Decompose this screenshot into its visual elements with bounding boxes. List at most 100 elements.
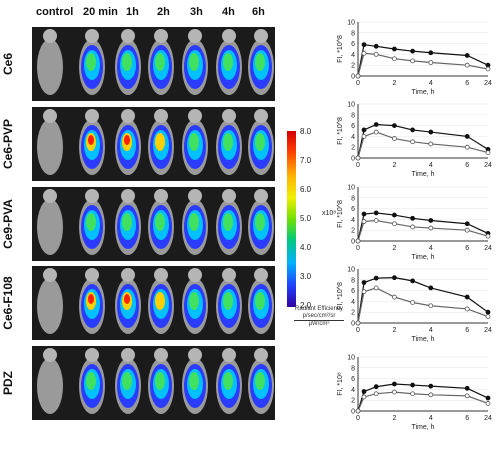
signal-hot — [189, 53, 199, 71]
mouse-body — [37, 119, 63, 175]
series-0-point-5 — [428, 129, 434, 135]
colorbar-label-line3: μW/cm² — [308, 321, 330, 327]
series-0-point-3 — [392, 212, 397, 218]
imaging-panel-4 — [32, 346, 275, 420]
fi-chart-3: 0 2 4 6 8 10 0 2 4 6 24 Time, h FI, *10^8 — [336, 265, 496, 347]
x-tick-label: 2 — [392, 415, 396, 422]
series-1-point-4 — [410, 224, 415, 230]
series-0-point-1 — [361, 42, 367, 48]
signal-hot — [255, 213, 265, 231]
series-1-point-5 — [428, 303, 434, 309]
series-1-point-2 — [373, 391, 379, 397]
mouse-head — [85, 348, 99, 362]
column-label-2: 1h — [126, 6, 139, 18]
column-label-0: control — [36, 6, 74, 18]
series-0-point-4 — [410, 278, 415, 284]
x-axis-label: Time, h — [411, 424, 434, 431]
series-1-point-4 — [410, 300, 415, 305]
series-1-point-3 — [392, 294, 397, 300]
row-label-1: Ce6-PVP — [1, 118, 15, 170]
series-1-point-4 — [410, 58, 415, 64]
signal-hot — [122, 372, 132, 390]
mouse-head — [121, 268, 135, 282]
series-0-point-4 — [410, 127, 415, 133]
series-line-0 — [357, 123, 489, 159]
signal-peak — [124, 294, 130, 304]
colorbar — [287, 131, 296, 307]
y-tick-label: 10 — [347, 185, 355, 192]
series-1-point-1 — [361, 289, 367, 295]
signal-hot — [223, 372, 233, 390]
x-tick-label: 0 — [356, 162, 360, 169]
x-tick-label: 4 — [429, 162, 433, 169]
signal-hot — [255, 292, 265, 310]
signal-hot — [189, 292, 199, 310]
y-tick-label: 6 — [351, 123, 355, 130]
mouse-head — [43, 29, 57, 43]
column-label-4: 3h — [190, 6, 203, 18]
x-tick-label: 24 — [484, 80, 492, 87]
signal-peak — [88, 135, 94, 145]
y-tick-label: 0 — [351, 239, 355, 246]
mouse-head — [154, 29, 168, 43]
series-1-point-2 — [373, 129, 379, 135]
signal-peak — [124, 135, 130, 145]
colorbar-label-line1: Radiant Efficiency — [295, 306, 343, 312]
x-tick-label: 4 — [429, 80, 433, 87]
y-tick-label: 2 — [351, 145, 355, 152]
colorbar-tick-3: 5.0 — [300, 214, 312, 223]
y-tick-label: 2 — [351, 63, 355, 70]
mouse-head — [43, 348, 57, 362]
series-1-point-6 — [464, 62, 470, 68]
series-1-point-3 — [392, 56, 397, 62]
mouse-head — [222, 348, 236, 362]
series-0-point-6 — [464, 221, 470, 227]
x-axis-label: Time, h — [411, 336, 434, 343]
column-label-3: 2h — [157, 6, 170, 18]
series-1-point-7 — [485, 401, 491, 406]
imaging-panel-1 — [32, 107, 275, 181]
series-1-point-5 — [428, 60, 434, 65]
x-tick-label: 4 — [429, 415, 433, 422]
x-tick-label: 6 — [465, 415, 469, 422]
y-tick-label: 10 — [347, 355, 355, 362]
x-tick-label: 0 — [356, 80, 360, 87]
mouse-body — [37, 39, 63, 95]
imaging-panel-svg — [37, 29, 274, 95]
x-axis-label: Time, h — [411, 254, 434, 261]
mouse-head — [254, 268, 268, 282]
signal-hot — [86, 372, 96, 390]
signal-hot — [155, 53, 165, 71]
series-1-point-4 — [410, 391, 415, 397]
y-axis-label: FI, *10⁸ — [337, 372, 344, 396]
y-tick-label: 6 — [351, 41, 355, 48]
mouse-head — [154, 109, 168, 123]
series-1-point-0 — [355, 408, 361, 414]
y-tick-label: 2 — [351, 310, 355, 317]
series-1-point-4 — [410, 139, 415, 145]
mouse-head — [121, 189, 135, 203]
series-1-point-6 — [464, 393, 470, 399]
imaging-panel-2 — [32, 187, 275, 261]
mouse-head — [254, 189, 268, 203]
signal-hot — [189, 213, 199, 231]
x-tick-label: 2 — [392, 162, 396, 169]
y-tick-label: 4 — [351, 299, 355, 306]
series-1-point-1 — [361, 50, 367, 56]
y-tick-label: 6 — [351, 206, 355, 213]
mouse-head — [154, 189, 168, 203]
colorbar-tick-1: 7.0 — [300, 156, 312, 165]
row-label-3: Ce6-F108 — [1, 276, 15, 330]
y-axis-label: FI, *10^8 — [337, 35, 344, 63]
imaging-panel-svg — [37, 348, 274, 414]
signal-hot — [86, 213, 96, 231]
signal-hot — [122, 53, 132, 71]
series-0-point-5 — [428, 218, 434, 223]
series-1-point-0 — [355, 155, 361, 161]
series-0-point-2 — [373, 122, 379, 127]
series-1-point-1 — [361, 134, 367, 139]
column-label-1: 20 min — [83, 6, 118, 18]
x-tick-label: 24 — [484, 415, 492, 422]
